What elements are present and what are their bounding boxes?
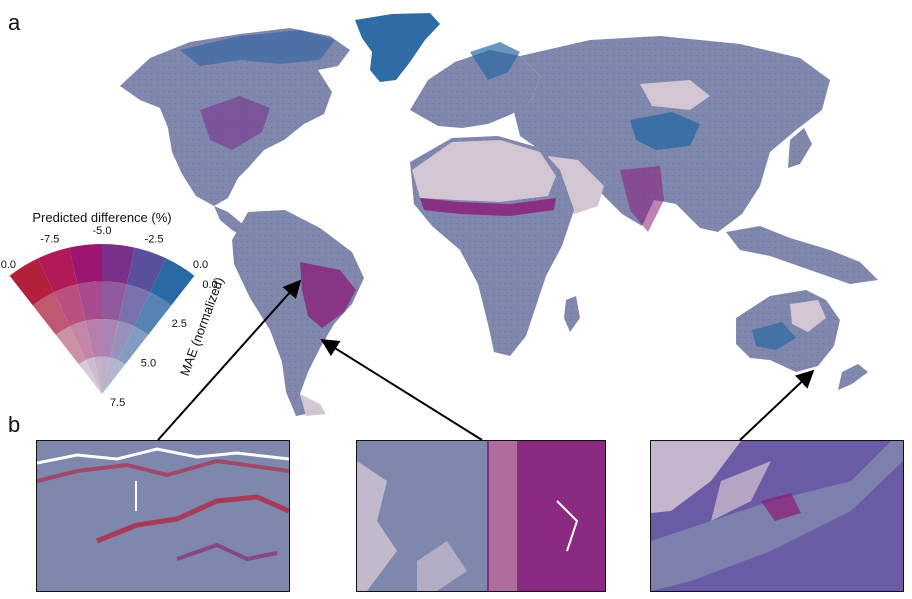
legend-cell [126, 247, 167, 293]
legend-cell [118, 326, 149, 365]
legend-cell [102, 360, 126, 394]
gobi-light [640, 80, 710, 110]
legend-cell [9, 258, 54, 306]
se-asia-islands [726, 226, 878, 284]
legend-cell [102, 244, 135, 285]
legend-difference-tick: -7.5 [40, 234, 59, 246]
inset-australia [650, 440, 904, 592]
inset-parana [356, 440, 606, 592]
brazil-magenta [300, 262, 356, 328]
canada-arctic-blue [180, 30, 335, 66]
legend-cell [150, 258, 195, 306]
legend-cell [85, 319, 102, 358]
madagascar-region [564, 296, 580, 332]
legend-difference-tick: -2.5 [145, 234, 164, 246]
greenland-region [355, 13, 440, 82]
legend-title: Predicted difference (%) [32, 210, 171, 225]
panel-label-b: b [8, 412, 21, 437]
legend-cell [102, 319, 119, 358]
legend-cell [102, 357, 119, 394]
legend-cell [69, 320, 94, 361]
australia-blue [752, 322, 796, 350]
inset-amazon [36, 440, 290, 592]
legend-cell [55, 326, 86, 365]
legend-mae-tick: 5.0 [141, 358, 156, 370]
legend-cell [118, 284, 151, 327]
legend-cell [77, 281, 102, 321]
legend-cell [32, 292, 70, 335]
na-purple-hotspots [200, 96, 270, 150]
legend-cell [102, 281, 127, 321]
legend-cell [134, 292, 172, 335]
legend-cell [85, 357, 102, 394]
new-zealand-region [838, 364, 868, 390]
legend-difference-tick: -5.0 [93, 225, 112, 237]
sahara-light [412, 140, 556, 202]
legend-cell [69, 244, 102, 285]
arrow-amazon [157, 279, 302, 441]
south-america-region [232, 210, 364, 416]
australia-interior-light [790, 300, 826, 332]
sahel-magenta [420, 198, 556, 216]
legend-difference-tick: -10.0 [0, 259, 16, 271]
india-magenta [620, 166, 664, 232]
legend-cell [110, 320, 135, 361]
legend [9, 244, 195, 394]
legend-cell [102, 356, 111, 394]
arrow-australia [739, 369, 815, 441]
legend-mae-tick: 7.5 [110, 397, 125, 409]
legend-cell [78, 360, 102, 394]
scandinavia-blue [470, 42, 520, 80]
patagonia-light [300, 394, 326, 416]
legend-cell [93, 356, 102, 394]
legend-cell [37, 247, 78, 293]
legend-cell [53, 284, 86, 327]
panel-label-a: a [8, 10, 21, 35]
tibet-blue [630, 112, 700, 150]
legend-difference-tick: 0.0 [193, 259, 208, 271]
legend-mae-tick: 2.5 [172, 318, 187, 330]
legend-mae-tick: 0.0 [202, 279, 217, 291]
arrow-parana [320, 339, 483, 441]
japan-region [788, 128, 812, 168]
